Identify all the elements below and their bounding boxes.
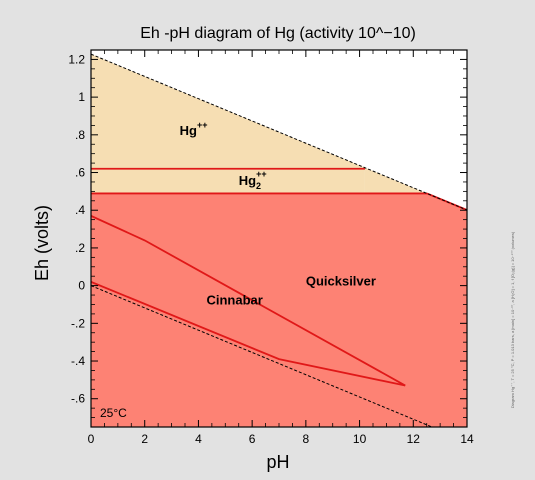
x-tick-label: 12 xyxy=(407,432,421,446)
region-cinnabar xyxy=(91,215,406,386)
x-tick-label: 10 xyxy=(353,432,367,446)
y-tick-label: 1 xyxy=(78,90,85,104)
x-tick-label: 8 xyxy=(303,432,310,446)
region-label-cinnabar: Cinnabar xyxy=(206,292,262,307)
boundary-cinnabar-upper xyxy=(91,215,406,387)
chart-title: Eh -pH diagram of Hg (activity 10^−10) xyxy=(140,25,416,42)
region-hg2- xyxy=(91,168,365,194)
x-tick-label: 0 xyxy=(88,432,95,446)
temperature-label: 25°C xyxy=(100,406,127,420)
x-tick-label: 2 xyxy=(141,432,148,446)
region-label-quicksilver: Quicksilver xyxy=(306,274,376,289)
water-lower-line xyxy=(91,285,434,427)
y-tick-label: 1.2 xyxy=(68,52,85,66)
y-tick-label: -.6 xyxy=(71,392,85,406)
x-tick-label: 6 xyxy=(249,432,256,446)
x-tick-label: 4 xyxy=(195,432,202,446)
y-tick-label: 0 xyxy=(78,279,85,293)
region-label-hg2-: Hg2++ xyxy=(239,169,267,191)
y-axis-title: Eh (volts) xyxy=(32,205,52,281)
y-tick-label: .6 xyxy=(75,166,85,180)
side-note: Diagram Hg⁺⁺, T = 25 °C, P = 1.013 bars,… xyxy=(510,231,515,408)
y-tick-label: .4 xyxy=(75,203,85,217)
water-upper-line xyxy=(91,53,467,211)
x-axis-title: pH xyxy=(266,452,289,472)
y-tick-label: .2 xyxy=(75,241,85,255)
x-tick-label: 14 xyxy=(460,432,474,446)
y-tick-label: -.2 xyxy=(71,316,85,330)
y-tick-label: -.4 xyxy=(71,354,85,368)
y-tick-label: .8 xyxy=(75,128,85,142)
region-label-hg-: Hg++ xyxy=(180,120,208,138)
boundary-cinnabar-lower xyxy=(91,281,406,387)
